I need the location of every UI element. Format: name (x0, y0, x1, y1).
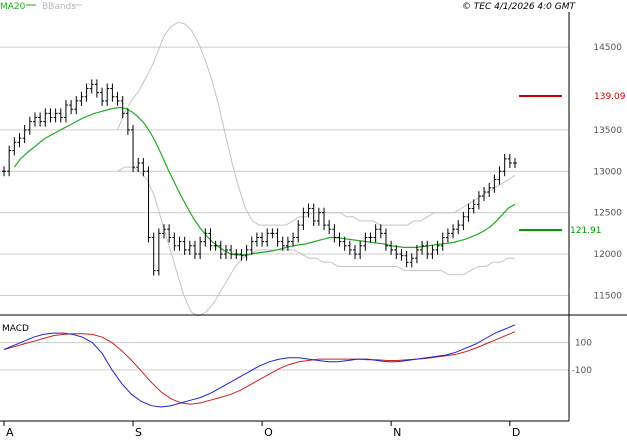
macd-title: MACD (2, 324, 29, 334)
x-tick-label: A (6, 426, 14, 439)
macd-axis-labels: 100 -100 (572, 339, 593, 376)
price-tick-label: 13500 (593, 126, 622, 136)
x-tick-label: D (512, 426, 520, 439)
x-tick-label: O (264, 426, 273, 439)
ma20-line (13, 106, 516, 256)
support-label: 121.91 (570, 226, 602, 236)
macd-line (3, 324, 516, 408)
bb-upper-line (117, 21, 516, 226)
price-tick-label: 13000 (593, 167, 622, 177)
price-tick-label: 14500 (593, 43, 622, 53)
legend-bb-label: BBands (42, 2, 76, 12)
price-tick-label: 12500 (593, 209, 622, 219)
legend-ma-label: MA20 (0, 2, 26, 12)
macd-grid (0, 342, 569, 371)
x-tick-label: N (393, 426, 401, 439)
price-bars (2, 79, 517, 276)
macd-tick-label: 100 (575, 339, 592, 349)
bb-lower-line (117, 166, 515, 317)
macd-panel: MACD 100 -100 (0, 324, 593, 408)
x-axis: ASOND26 (3, 421, 520, 439)
signal-line (3, 331, 516, 405)
price-panel: 11500 12000 12500 13000 13500 14500 139.09 12… (0, 21, 626, 317)
resistance-label: 139.09 (594, 92, 626, 102)
price-tick-label: 12000 (593, 250, 622, 260)
price-tick-label: 11500 (593, 291, 622, 301)
timestamp: © TEC 4/1/2026 4:0 GMT (462, 2, 577, 12)
price-grid (0, 46, 569, 296)
macd-tick-label: -100 (572, 366, 593, 376)
x-tick-label: S (135, 426, 142, 439)
price-axis-labels: 11500 12000 12500 13000 13500 14500 (593, 43, 622, 301)
